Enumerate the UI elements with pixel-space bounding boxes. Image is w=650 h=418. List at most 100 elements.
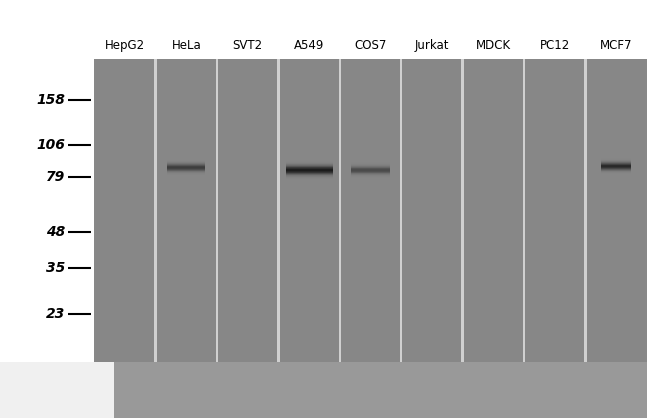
- Bar: [167, 177, 205, 178]
- Bar: [352, 177, 389, 178]
- Bar: [285, 161, 333, 162]
- Bar: [285, 155, 333, 156]
- Bar: [352, 172, 389, 173]
- Text: Jurkat: Jurkat: [415, 39, 449, 52]
- Bar: [94, 362, 647, 418]
- Bar: [277, 59, 280, 362]
- Bar: [167, 165, 205, 166]
- Bar: [167, 159, 205, 160]
- Bar: [352, 163, 389, 164]
- Bar: [601, 154, 630, 155]
- Bar: [285, 165, 333, 166]
- Bar: [352, 173, 389, 174]
- Bar: [285, 157, 333, 158]
- Bar: [601, 176, 630, 177]
- Bar: [352, 169, 389, 170]
- Bar: [285, 167, 333, 168]
- Text: HeLa: HeLa: [172, 39, 202, 52]
- Bar: [167, 171, 205, 172]
- Bar: [601, 175, 630, 176]
- Bar: [352, 174, 389, 175]
- Bar: [601, 174, 630, 175]
- Bar: [352, 166, 389, 167]
- Bar: [352, 176, 389, 177]
- Bar: [352, 177, 389, 178]
- Text: MDCK: MDCK: [476, 39, 511, 52]
- Bar: [285, 164, 333, 165]
- Bar: [601, 160, 630, 161]
- Bar: [167, 157, 205, 158]
- Bar: [352, 179, 389, 180]
- Bar: [601, 155, 630, 156]
- Bar: [601, 163, 630, 164]
- Bar: [285, 175, 333, 176]
- Bar: [352, 174, 389, 175]
- Bar: [601, 175, 630, 176]
- Bar: [601, 156, 630, 157]
- Bar: [285, 168, 333, 169]
- Bar: [601, 170, 630, 171]
- Bar: [167, 160, 205, 161]
- Bar: [601, 172, 630, 173]
- Bar: [167, 169, 205, 170]
- Bar: [285, 160, 333, 161]
- Bar: [400, 59, 402, 362]
- Text: 106: 106: [36, 138, 65, 151]
- Bar: [285, 177, 333, 178]
- Bar: [167, 164, 205, 165]
- Bar: [167, 161, 205, 162]
- Bar: [601, 165, 630, 166]
- Bar: [352, 169, 389, 170]
- Bar: [601, 155, 630, 156]
- Bar: [601, 174, 630, 175]
- Bar: [285, 178, 333, 179]
- Bar: [94, 59, 647, 362]
- Bar: [0, 362, 114, 418]
- Text: 79: 79: [46, 170, 65, 184]
- Bar: [218, 59, 277, 362]
- Bar: [523, 59, 525, 362]
- Bar: [601, 157, 630, 158]
- Bar: [352, 167, 389, 168]
- Bar: [167, 172, 205, 173]
- Text: 23: 23: [46, 307, 65, 321]
- Bar: [167, 155, 205, 156]
- Bar: [167, 170, 205, 171]
- Bar: [352, 158, 389, 159]
- Bar: [352, 178, 389, 179]
- Bar: [601, 171, 630, 172]
- Bar: [167, 162, 205, 163]
- Bar: [601, 159, 630, 160]
- Bar: [285, 158, 333, 159]
- Bar: [601, 160, 630, 161]
- Bar: [601, 159, 630, 160]
- Bar: [167, 174, 205, 175]
- Bar: [167, 179, 205, 180]
- Bar: [285, 180, 333, 181]
- Bar: [285, 162, 333, 163]
- Bar: [601, 168, 630, 169]
- Bar: [285, 184, 333, 185]
- Text: 35: 35: [46, 260, 65, 275]
- Bar: [167, 179, 205, 180]
- Bar: [352, 172, 389, 173]
- Text: SVT2: SVT2: [233, 39, 263, 52]
- Bar: [601, 161, 630, 162]
- Bar: [167, 173, 205, 174]
- Bar: [280, 59, 339, 362]
- Bar: [601, 154, 630, 155]
- Bar: [352, 180, 389, 181]
- Bar: [339, 59, 341, 362]
- Bar: [285, 181, 333, 182]
- Text: 158: 158: [36, 93, 65, 107]
- Bar: [285, 179, 333, 180]
- Bar: [285, 171, 333, 172]
- Bar: [167, 159, 205, 160]
- Bar: [167, 163, 205, 164]
- Bar: [167, 166, 205, 167]
- Bar: [167, 176, 205, 177]
- Bar: [216, 59, 218, 362]
- Bar: [352, 178, 389, 179]
- Bar: [167, 167, 205, 168]
- Bar: [402, 59, 462, 362]
